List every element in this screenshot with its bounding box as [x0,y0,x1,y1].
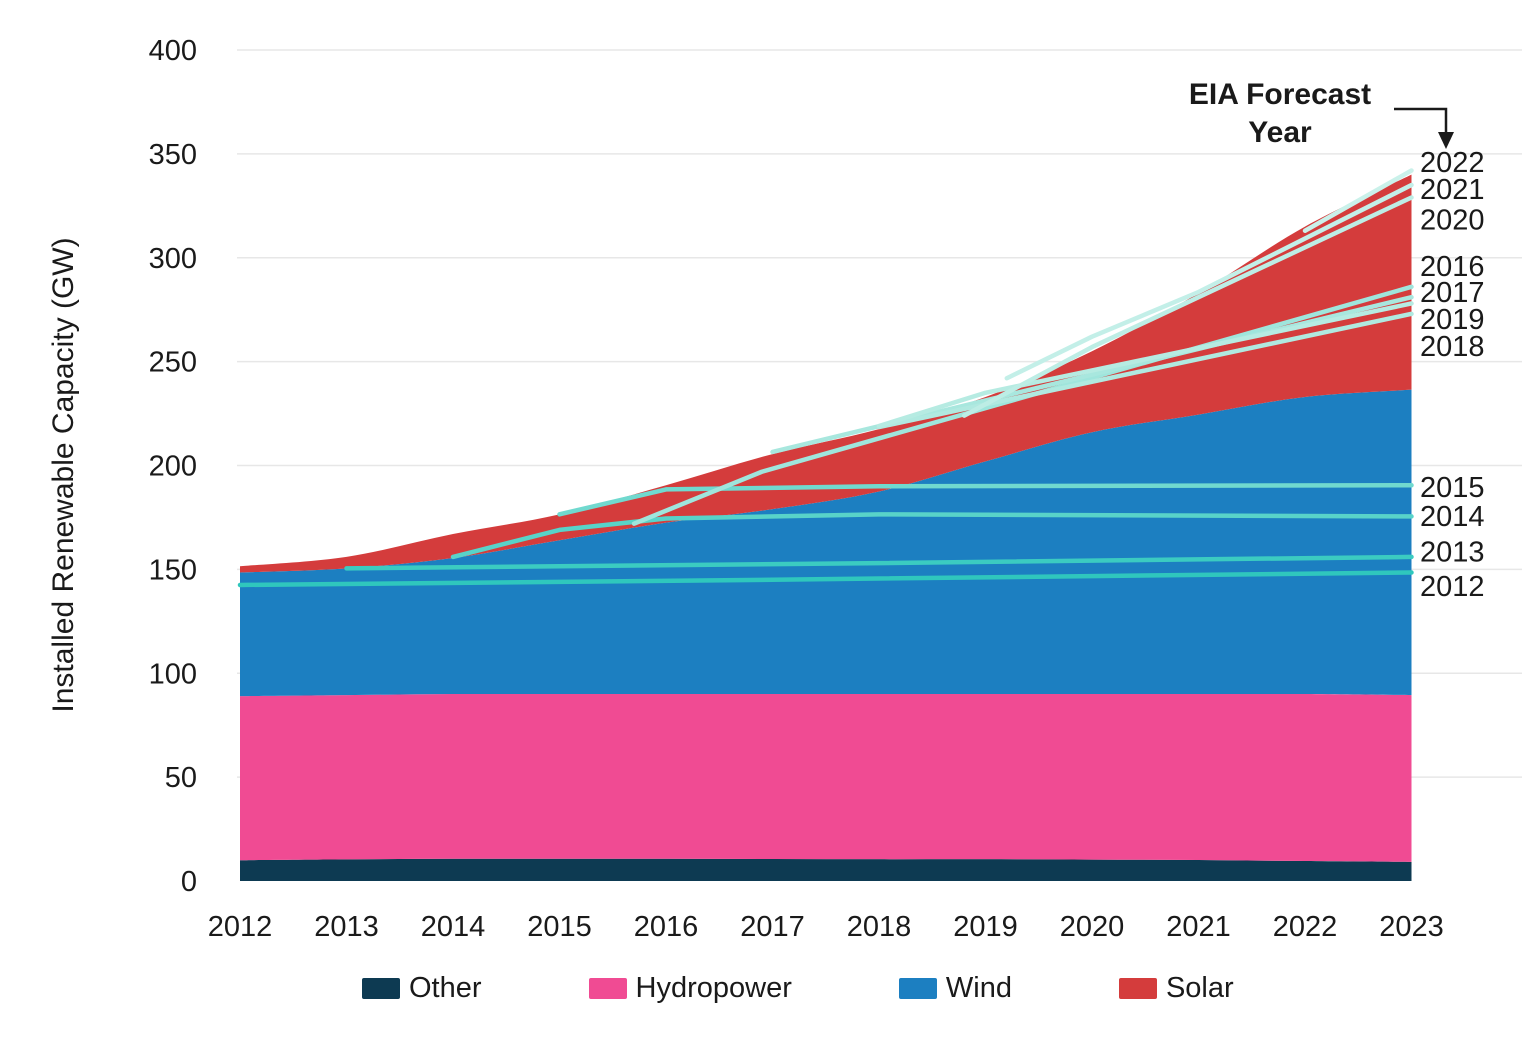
chart-legend: Other Hydropower Wind Solar [362,972,1234,1005]
forecast-line-2018 [876,311,1414,430]
hydropower-swatch [588,978,627,999]
y-tick-label-150: 150 [149,554,197,586]
legend-item-wind: Wind [898,972,1012,1005]
forecast-year-label-2021: 2021 [1420,174,1485,206]
forecast-year-label-2022: 2022 [1420,147,1485,179]
annotation-arrow-line [1394,107,1448,134]
area-other [240,858,1412,881]
forecast-line-2019 [876,301,1414,429]
legend-item-solar: Solar [1118,972,1234,1005]
solar-swatch [1118,978,1157,999]
forecast-line-2022 [1302,168,1414,233]
forecast-line-2013 [344,554,1414,571]
y-tick-label-300: 300 [149,243,197,275]
x-tick-label-2019: 2019 [953,911,1018,943]
legend-item-hydropower: Hydropower [588,972,792,1005]
x-tick-label-2017: 2017 [740,911,805,943]
legend-item-other: Other [362,972,482,1005]
legend-label-solar: Solar [1165,972,1234,1004]
forecast-year-label-2014: 2014 [1420,501,1485,533]
area-wind [240,389,1412,697]
legend-label-hydropower: Hydropower [635,972,792,1004]
annotation-line1: EIA Forecast [1188,78,1372,111]
x-tick-label-2012: 2012 [208,911,273,943]
forecast-line-2012 [237,570,1414,588]
forecast-year-label-2012: 2012 [1420,571,1485,603]
forecast-line-2020 [961,195,1414,418]
forecast-year-label-2013: 2013 [1420,537,1485,569]
x-tick-label-2020: 2020 [1060,911,1125,943]
legend-label-other: Other [409,972,482,1004]
y-tick-label-350: 350 [149,139,197,171]
y-tick-label-50: 50 [165,762,197,794]
eia-forecast-annotation: EIA Forecast Year [1155,76,1405,152]
area-hydropower [240,693,1412,862]
x-tick-label-2021: 2021 [1166,911,1231,943]
forecast-line-2014 [450,512,1414,560]
y-tick-label-250: 250 [149,347,197,379]
forecast-year-label-2018: 2018 [1420,331,1485,363]
x-tick-label-2013: 2013 [314,911,379,943]
x-tick-label-2014: 2014 [421,911,486,943]
x-tick-label-2015: 2015 [527,911,592,943]
x-tick-label-2016: 2016 [634,911,699,943]
y-tick-label-0: 0 [181,866,197,898]
forecast-year-label-2015: 2015 [1420,472,1485,504]
forecast-year-label-2020: 2020 [1420,204,1485,236]
y-tick-label-400: 400 [149,35,197,67]
legend-label-wind: Wind [945,972,1012,1004]
area-solar [240,174,1412,573]
y-tick-label-200: 200 [149,451,197,483]
x-tick-label-2018: 2018 [847,911,912,943]
forecast-year-label-2019: 2019 [1420,304,1485,336]
annotation-arrow-head [1438,132,1454,149]
y-tick-label-100: 100 [149,658,197,690]
other-swatch [362,978,400,999]
annotation-line2: Year [1248,116,1312,149]
wind-swatch [898,978,937,999]
x-tick-label-2023: 2023 [1379,911,1444,943]
x-tick-label-2022: 2022 [1273,911,1338,943]
forecast-line-2021 [1004,182,1414,381]
forecast-line-2015 [557,482,1414,517]
forecast-year-label-2016: 2016 [1420,251,1485,283]
y-axis-title: Installed Renewable Capacity (GW) [47,237,80,713]
forecast-year-label-2017: 2017 [1420,277,1485,309]
